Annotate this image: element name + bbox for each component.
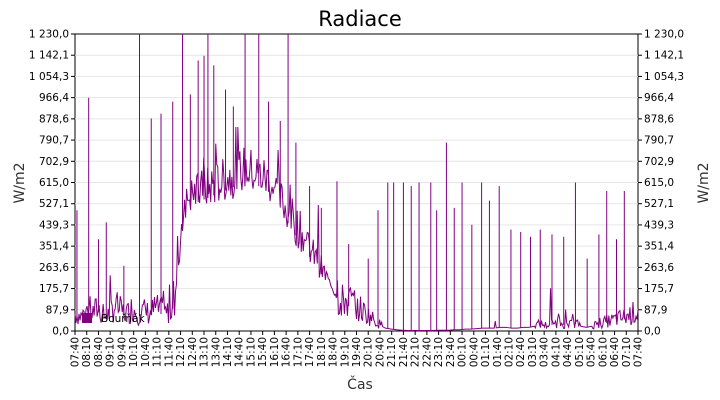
y-tick-label: 263,6: [644, 262, 674, 274]
x-tick-label: 07:40: [70, 337, 82, 367]
y-tick-label: 1 142,1: [644, 50, 684, 62]
x-tick-label: 17:10: [292, 337, 304, 367]
y-tick-label: 790,7: [644, 135, 674, 147]
y-tick-label: 966,4: [644, 92, 674, 104]
y-tick-label: 790,7: [39, 135, 69, 147]
x-tick-label: 00:10: [457, 337, 469, 367]
series-line-bournak: [74, 127, 639, 332]
x-tick-label: 05:10: [574, 337, 586, 367]
x-tick-label: 08:40: [93, 337, 105, 367]
y-axis-right-ticks: 0,0 87,9 175,7 263,6 351,4 439,3 527,1 615,0 702…: [638, 29, 684, 338]
y-tick-label: 702,9: [644, 156, 674, 168]
x-tick-label: 05:40: [586, 337, 598, 367]
x-tick-label: 13:40: [210, 337, 222, 367]
x-tick-label: 07:40: [633, 337, 645, 367]
x-tick-label: 22:10: [410, 337, 422, 367]
x-tick-label: 12:10: [175, 337, 187, 367]
y-tick-label: 175,7: [39, 283, 69, 295]
x-tick-label: 23:10: [433, 337, 445, 367]
chart-title: Radiace: [318, 7, 402, 31]
series-layer: [74, 34, 639, 332]
y-axis-label-left: W/m2: [12, 162, 28, 203]
x-tick-label: 01:40: [492, 337, 504, 367]
y-tick-label: 878,6: [39, 113, 69, 125]
x-tick-label: 06:40: [609, 337, 621, 367]
y-tick-label: 615,0: [644, 177, 674, 189]
y-axis-left-ticks: 0,0 87,9 175,7 263,6 351,4 439,3 527,1 615,0 702…: [29, 29, 75, 338]
y-tick-label: 702,9: [39, 156, 69, 168]
x-tick-label: 14:10: [222, 337, 234, 367]
x-tick-label: 04:40: [562, 337, 574, 367]
x-tick-label: 11:40: [163, 337, 175, 367]
x-tick-label: 18:10: [316, 337, 328, 367]
x-tick-label: 02:10: [503, 337, 515, 367]
x-tick-label: 14:40: [234, 337, 246, 367]
legend-entry: Bouřňák: [101, 313, 146, 325]
y-tick-label: 878,6: [644, 113, 674, 125]
x-tick-label: 18:40: [328, 337, 340, 367]
y-tick-label: 1 230,0: [644, 29, 684, 41]
y-tick-label: 263,6: [39, 262, 69, 274]
y-tick-label: 0,0: [52, 326, 69, 338]
x-tick-label: 09:10: [105, 337, 117, 367]
x-tick-label: 19:40: [351, 337, 363, 367]
y-tick-label: 527,1: [39, 198, 69, 210]
y-tick-label: 1 054,3: [29, 71, 69, 83]
y-tick-label: 87,9: [46, 304, 69, 316]
x-tick-label: 10:10: [128, 337, 140, 367]
legend: Bouřňák: [82, 313, 146, 325]
x-tick-label: 00:40: [468, 337, 480, 367]
y-tick-label: 351,4: [644, 241, 674, 253]
x-tick-label: 20:10: [363, 337, 375, 367]
x-tick-label: 23:40: [445, 337, 457, 367]
x-tick-label: 22:40: [421, 337, 433, 367]
x-tick-label: 21:10: [386, 337, 398, 367]
x-tick-label: 04:10: [550, 337, 562, 367]
x-tick-label: 13:10: [199, 337, 211, 367]
y-axis-label-right: W/m2: [696, 162, 712, 203]
x-tick-label: 12:40: [187, 337, 199, 367]
y-tick-label: 527,1: [644, 198, 674, 210]
x-tick-label: 09:40: [116, 337, 128, 367]
y-tick-label: 0,0: [644, 326, 661, 338]
y-tick-label: 1 142,1: [29, 50, 69, 62]
x-tick-label: 19:10: [339, 337, 351, 367]
x-tick-label: 21:40: [398, 337, 410, 367]
x-tick-label: 15:40: [257, 337, 269, 367]
y-tick-label: 351,4: [39, 241, 69, 253]
x-tick-label: 06:10: [597, 337, 609, 367]
x-tick-label: 03:10: [527, 337, 539, 367]
x-tick-label: 16:40: [281, 337, 293, 367]
y-tick-label: 175,7: [644, 283, 674, 295]
x-axis-label: Čas: [347, 375, 373, 393]
x-tick-label: 07:10: [621, 337, 633, 367]
y-tick-label: 1 230,0: [29, 29, 69, 41]
x-axis-ticks: 07:40 08:10 08:40 09:10 09:40 10:10 10:40 11:10…: [70, 331, 645, 367]
x-tick-label: 03:40: [539, 337, 551, 367]
x-tick-label: 08:10: [81, 337, 93, 367]
x-tick-label: 02:40: [515, 337, 527, 367]
x-tick-label: 11:10: [152, 337, 164, 367]
y-tick-label: 1 054,3: [644, 71, 684, 83]
y-tick-label: 615,0: [39, 177, 69, 189]
y-tick-label: 439,3: [39, 219, 69, 231]
x-tick-label: 20:40: [374, 337, 386, 367]
x-tick-label: 15:10: [245, 337, 257, 367]
x-tick-label: 16:10: [269, 337, 281, 367]
y-tick-label: 966,4: [39, 92, 69, 104]
x-tick-label: 17:40: [304, 337, 316, 367]
legend-swatch: [82, 313, 92, 323]
y-tick-label: 87,9: [644, 304, 667, 316]
x-tick-label: 01:10: [480, 337, 492, 367]
grid-lines: [75, 54, 638, 311]
x-tick-label: 10:40: [140, 337, 152, 367]
y-tick-label: 439,3: [644, 219, 674, 231]
